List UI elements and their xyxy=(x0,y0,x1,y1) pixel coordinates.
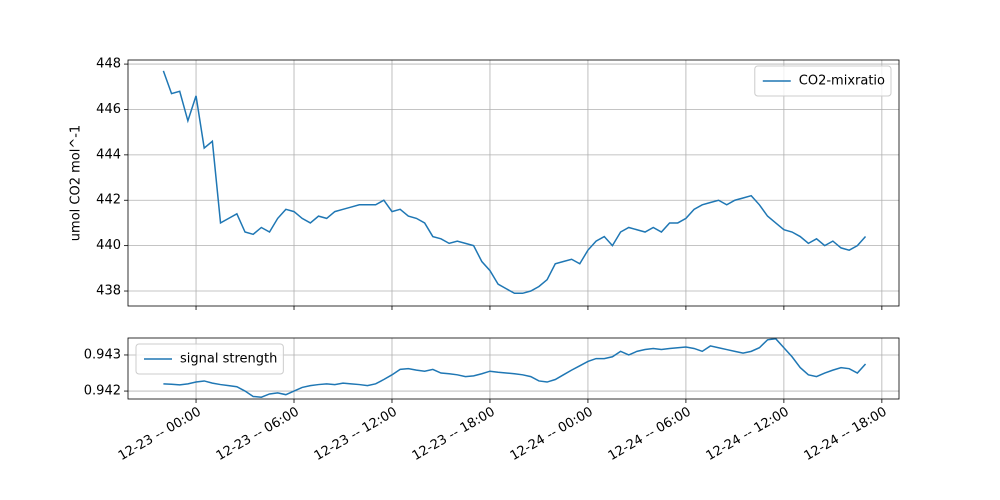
y-tick-label: 444 xyxy=(96,147,121,162)
y-tick-label: 438 xyxy=(96,284,121,299)
legend: CO2-mixratio xyxy=(754,65,892,97)
legend-label: signal strength xyxy=(180,352,277,367)
axes-frame xyxy=(127,59,900,307)
x-tick-label: 12-23 -- 12:00 xyxy=(312,405,400,464)
y-tick-label: 440 xyxy=(96,238,121,253)
y-tick-label: 442 xyxy=(96,193,121,208)
y-tick-label: 0.943 xyxy=(84,347,121,362)
y-tick-label: 0.942 xyxy=(84,384,121,399)
legend-label: CO2-mixratio xyxy=(799,74,885,89)
legend-box xyxy=(135,343,284,375)
legend: signal strength xyxy=(135,343,284,375)
x-tick-label: 12-24 -- 06:00 xyxy=(606,405,694,464)
data-line xyxy=(163,337,867,398)
x-tick-label: 12-23 -- 00:00 xyxy=(116,405,204,464)
axes-frame xyxy=(127,337,900,400)
x-tick-label: 12-23 -- 06:00 xyxy=(214,405,302,464)
data-line xyxy=(162,70,867,295)
x-tick-label: 12-24 -- 12:00 xyxy=(704,405,792,464)
x-tick-label: 12-24 -- 18:00 xyxy=(802,405,890,464)
y-tick-label: 448 xyxy=(96,57,121,72)
x-tick-label: 12-24 -- 00:00 xyxy=(508,405,596,464)
x-tick-label: 12-23 -- 18:00 xyxy=(410,405,498,464)
legend-box xyxy=(754,65,892,97)
y-axis-label: umol CO2 mol^-1 xyxy=(69,125,84,241)
y-tick-label: 446 xyxy=(96,102,121,117)
